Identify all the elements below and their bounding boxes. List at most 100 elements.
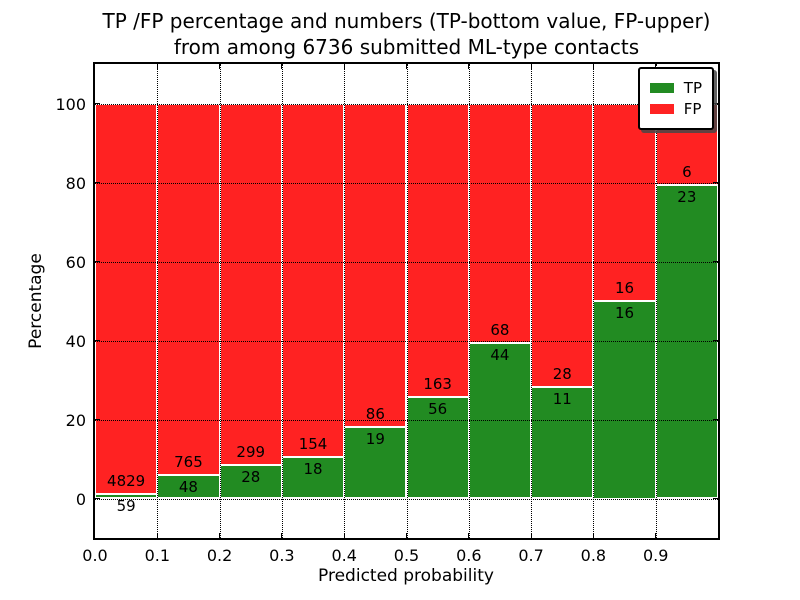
y-tick-mark — [713, 419, 718, 420]
fp-count-label: 86 — [365, 405, 385, 424]
tp-swatch-icon — [649, 83, 674, 93]
x-axis-label: Predicted probability — [318, 566, 494, 586]
x-tick-mark — [343, 64, 345, 69]
plot-area: TP FP 4829 59 765 48 299 28 154 18 86 19 163 56 68 44… — [93, 62, 720, 540]
fp-count-label: 299 — [236, 442, 266, 461]
x-tick-mark — [468, 533, 470, 538]
y-tick-label: 20 — [65, 410, 86, 430]
legend-item-fp: FP — [649, 100, 702, 118]
bar-segment-fp — [531, 103, 594, 388]
legend: TP FP — [637, 67, 714, 130]
bar-segment-fp — [406, 103, 469, 398]
gridline-vertical — [281, 64, 283, 538]
legend-label-fp: FP — [683, 100, 702, 118]
bar-segment-tp — [95, 493, 158, 499]
fp-count-label: 163 — [423, 375, 452, 394]
bar-segment-tp — [593, 301, 656, 499]
x-tick-mark — [655, 64, 657, 69]
fp-count-label: 765 — [174, 453, 203, 472]
y-tick-label: 60 — [65, 252, 86, 272]
tp-count-label: 16 — [614, 304, 635, 322]
tp-count-label: 59 — [116, 496, 136, 515]
x-tick-mark — [655, 533, 657, 538]
chart-title-line1: TP /FP percentage and numbers (TP-bottom… — [102, 9, 711, 33]
gridline-vertical — [593, 64, 595, 538]
chart-title-line2: from among 6736 submitted ML-type contac… — [173, 35, 640, 59]
tp-count-label: 18 — [303, 460, 323, 479]
legend-item-tp: TP — [649, 79, 702, 97]
x-tick-label: 0.9 — [642, 546, 669, 565]
y-tick-mark — [95, 261, 100, 262]
bar-segment-fp — [344, 103, 407, 428]
x-tick-mark — [592, 533, 594, 538]
bar-segment-tp — [655, 185, 718, 499]
gridline-vertical — [344, 64, 346, 538]
fp-swatch-icon — [649, 104, 674, 114]
y-tick-mark — [713, 182, 718, 183]
x-tick-mark — [219, 64, 221, 69]
y-axis-label: Percentage — [26, 253, 46, 349]
bar-segment-tp — [219, 464, 282, 499]
y-tick-mark — [713, 340, 718, 341]
bar-segment-fp — [593, 103, 656, 301]
y-tick-mark — [95, 419, 100, 420]
fp-count-label: 6 — [682, 163, 692, 182]
bar-segment-fp — [468, 103, 532, 344]
legend-label-tp: TP — [683, 79, 702, 97]
y-tick-mark — [713, 498, 718, 499]
tp-count-label: 28 — [241, 467, 261, 486]
x-tick-mark — [530, 533, 532, 538]
x-tick-mark — [406, 533, 407, 538]
gridline-vertical — [531, 64, 533, 538]
y-tick-mark — [95, 182, 100, 183]
x-tick-label: 0.3 — [269, 546, 295, 565]
x-tick-label: 0.4 — [331, 546, 357, 565]
y-tick-mark — [713, 103, 718, 104]
y-tick-mark — [95, 340, 100, 341]
y-tick-label: 40 — [65, 331, 86, 351]
x-tick-mark — [156, 64, 158, 69]
fp-count-label: 4829 — [107, 471, 146, 490]
tp-count-label: 11 — [552, 390, 572, 409]
tp-count-label: 48 — [178, 478, 198, 497]
tp-count-label: 44 — [490, 346, 510, 365]
plot-canvas: TP FP 4829 59 765 48 299 28 154 18 86 19 163 56 68 44… — [95, 64, 718, 538]
chart-title: TP /FP percentage and numbers (TP-bottom… — [93, 8, 720, 60]
x-tick-label: 0.7 — [518, 546, 544, 565]
y-tick-label: 0 — [75, 489, 86, 509]
bar-segment-tp — [468, 343, 532, 499]
y-tick-label: 80 — [65, 173, 86, 193]
gridline-vertical — [468, 64, 470, 538]
gridline-vertical — [157, 64, 159, 538]
x-tick-mark — [156, 533, 158, 538]
x-tick-label: 0.2 — [206, 546, 233, 565]
bar-segment-fp — [219, 103, 282, 465]
fp-count-label: 154 — [298, 435, 328, 454]
y-tick-mark — [95, 103, 100, 104]
bar-segment-fp — [95, 103, 158, 494]
x-tick-mark — [219, 533, 221, 538]
x-tick-mark — [406, 64, 407, 69]
fp-count-label: 16 — [614, 279, 635, 297]
x-tick-mark — [343, 533, 345, 538]
tp-count-label: 19 — [365, 430, 385, 449]
x-tick-label: 0.6 — [456, 546, 482, 565]
x-tick-label: 0.0 — [82, 546, 108, 565]
x-tick-label: 0.5 — [393, 546, 420, 565]
y-tick-label: 100 — [55, 94, 86, 114]
bar-segment-fp — [157, 103, 220, 476]
y-tick-mark — [95, 498, 100, 499]
fp-count-label: 28 — [552, 365, 572, 384]
gridline-vertical — [406, 64, 408, 538]
bar-segment-fp — [281, 103, 345, 458]
x-tick-label: 0.8 — [580, 546, 607, 565]
x-tick-mark — [281, 533, 283, 538]
gridline-vertical — [219, 64, 221, 538]
tp-count-label: 23 — [677, 188, 697, 207]
fp-count-label: 68 — [490, 321, 510, 340]
x-tick-mark — [281, 64, 283, 69]
x-tick-mark — [592, 64, 594, 69]
tp-count-label: 56 — [428, 400, 448, 419]
y-tick-mark — [713, 261, 718, 262]
